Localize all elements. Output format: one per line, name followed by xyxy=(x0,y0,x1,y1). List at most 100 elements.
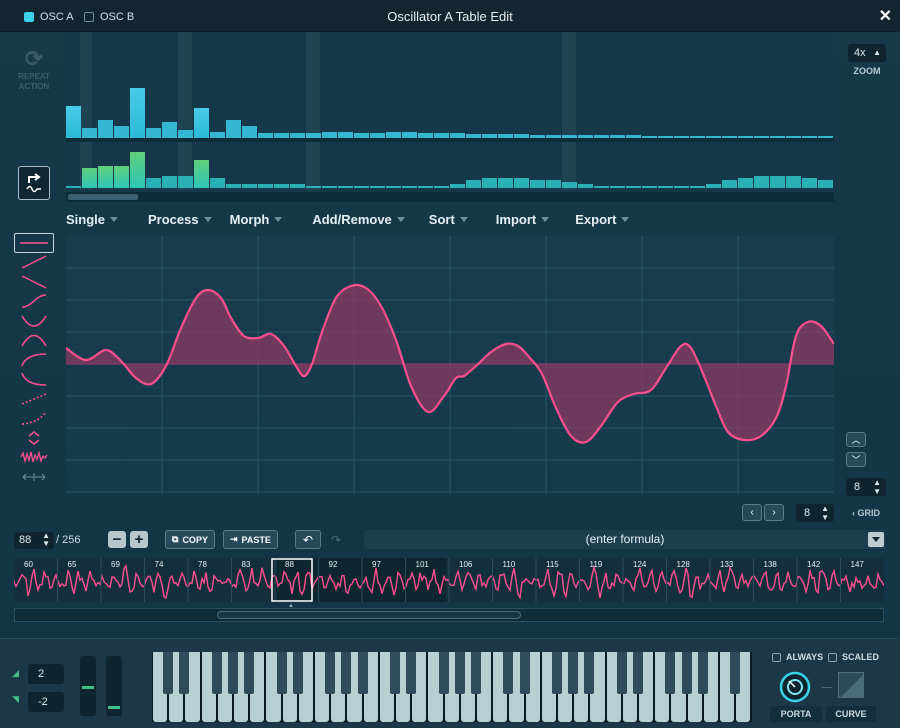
shift-down-button[interactable]: ﹀ xyxy=(846,452,866,467)
always-checkbox[interactable] xyxy=(772,652,781,662)
formula-dropdown-icon[interactable] xyxy=(868,532,884,547)
ease-out-tool[interactable] xyxy=(14,370,54,390)
curve-display[interactable] xyxy=(838,672,864,698)
expand-tool[interactable] xyxy=(14,428,54,448)
frame-strip-scrollbar[interactable] xyxy=(14,608,884,622)
frame-label[interactable]: 74 xyxy=(154,560,164,569)
remove-frame-button[interactable]: − xyxy=(108,531,126,548)
repeat-action-button[interactable]: ⟳ REPEAT ACTION xyxy=(16,46,52,102)
piano-black-key[interactable] xyxy=(390,652,400,694)
octave-top-select[interactable]: 2 xyxy=(28,664,64,684)
octave-bottom-select[interactable]: -2 xyxy=(28,692,64,712)
bowl-tool[interactable] xyxy=(14,311,54,331)
frame-label[interactable]: 78 xyxy=(198,560,207,569)
frame-label[interactable]: 65 xyxy=(67,560,77,569)
noise-tool[interactable] xyxy=(14,448,54,468)
octave-up-icon[interactable]: ◢ xyxy=(12,668,19,678)
piano-black-key[interactable] xyxy=(519,652,530,694)
export-wave-button[interactable] xyxy=(18,166,50,200)
piano-black-key[interactable] xyxy=(503,652,514,694)
zoom-select[interactable]: 4x ▲ xyxy=(848,44,886,62)
frame-label[interactable]: 110 xyxy=(502,560,516,569)
piano-black-key[interactable] xyxy=(633,652,643,694)
frame-label[interactable]: 142 xyxy=(807,560,821,569)
menu-import[interactable]: Import xyxy=(496,208,550,230)
piano-black-key[interactable] xyxy=(697,652,708,694)
piano-black-key[interactable] xyxy=(471,652,481,694)
piano-black-key[interactable] xyxy=(552,652,562,694)
piano-black-key[interactable] xyxy=(325,652,336,694)
grid-select[interactable]: 8 ▲ ▼ xyxy=(846,478,886,496)
scaled-checkbox[interactable] xyxy=(828,652,837,662)
arc-tool[interactable] xyxy=(14,331,54,351)
redo-button[interactable]: ↷ xyxy=(323,530,349,549)
octave-down-icon[interactable]: ◥ xyxy=(12,694,19,704)
add-frame-button[interactable]: + xyxy=(130,531,148,548)
piano-black-key[interactable] xyxy=(163,652,174,694)
ramp-up-tool[interactable] xyxy=(14,253,54,273)
menu-single[interactable]: Single xyxy=(66,208,119,230)
osc-a-checkbox[interactable] xyxy=(24,12,34,22)
piano-keyboard[interactable] xyxy=(152,652,752,722)
osc-a-tab[interactable]: OSC A xyxy=(24,10,74,24)
undo-button[interactable]: ↶ xyxy=(295,530,321,549)
step-select[interactable]: 8 ▲ ▼ xyxy=(796,504,834,522)
always-toggle[interactable]: ALWAYS xyxy=(772,652,823,662)
menu-morph[interactable]: Morph xyxy=(230,208,283,230)
frame-label[interactable]: 60 xyxy=(24,560,33,569)
piano-black-key[interactable] xyxy=(616,652,627,694)
paste-button[interactable]: ⇥ PASTE xyxy=(223,530,278,549)
dotted-curve-tool[interactable] xyxy=(14,409,54,429)
frame-label[interactable]: 69 xyxy=(111,560,120,569)
menu-process[interactable]: Process xyxy=(148,208,212,230)
frame-label[interactable]: 97 xyxy=(372,560,381,569)
prev-button[interactable]: ‹ xyxy=(742,504,762,521)
scaled-toggle[interactable]: SCALED xyxy=(828,652,879,662)
copy-button[interactable]: ⧉ COPY xyxy=(165,530,215,549)
piano-black-key[interactable] xyxy=(276,652,287,694)
piano-black-key[interactable] xyxy=(228,652,238,694)
close-icon[interactable]: ✕ xyxy=(878,8,892,25)
piano-black-key[interactable] xyxy=(568,652,579,694)
s-curve-tool[interactable] xyxy=(14,292,54,312)
shift-up-button[interactable]: ︿ xyxy=(846,432,866,447)
mod-wheel[interactable] xyxy=(106,656,122,716)
piano-black-key[interactable] xyxy=(357,652,368,694)
piano-black-key[interactable] xyxy=(681,652,692,694)
piano-black-key[interactable] xyxy=(292,652,303,694)
waveform-editor[interactable] xyxy=(66,236,834,494)
dotted-ramp-tool[interactable] xyxy=(14,389,54,409)
piano-black-key[interactable] xyxy=(341,652,352,694)
wavetable-frame-strip[interactable]: 60 65 69 74 78 83 88 92 97 101 106 110 115 119 124 128 1… xyxy=(14,558,884,602)
frame-label[interactable]: 119 xyxy=(589,560,603,569)
frame-label[interactable]: 83 xyxy=(241,560,251,569)
formula-input[interactable]: (enter formula) xyxy=(364,530,886,549)
histogram-scrollbar[interactable] xyxy=(66,192,834,202)
frame-label[interactable]: 115 xyxy=(546,560,559,569)
flat-line-tool[interactable] xyxy=(14,233,54,253)
osc-b-checkbox[interactable] xyxy=(84,12,94,22)
stretch-tool[interactable] xyxy=(14,467,54,487)
frame-label[interactable]: 147 xyxy=(850,560,864,569)
frame-label[interactable]: 106 xyxy=(459,560,473,569)
piano-black-key[interactable] xyxy=(730,652,741,694)
piano-black-key[interactable] xyxy=(665,652,676,694)
menu-sort[interactable]: Sort xyxy=(429,208,468,230)
harmonic-histogram[interactable] xyxy=(66,32,834,204)
histogram-scroll-thumb[interactable] xyxy=(68,194,138,200)
frame-label[interactable]: 92 xyxy=(328,560,338,569)
frame-label[interactable]: 101 xyxy=(415,560,429,569)
porta-knob[interactable] xyxy=(778,670,812,704)
frame-label[interactable]: 133 xyxy=(720,560,734,569)
piano-black-key[interactable] xyxy=(454,652,465,694)
piano-black-key[interactable] xyxy=(584,652,595,694)
menu-export[interactable]: Export xyxy=(575,208,630,230)
osc-b-tab[interactable]: OSC B xyxy=(84,10,134,24)
pitch-wheel[interactable] xyxy=(80,656,96,716)
frame-strip-scroll-thumb[interactable] xyxy=(217,611,521,619)
piano-black-key[interactable] xyxy=(244,652,255,694)
piano-black-key[interactable] xyxy=(211,652,222,694)
frame-label[interactable]: 138 xyxy=(763,560,777,569)
frame-number-select[interactable]: 88 ▲ ▼ xyxy=(14,532,54,549)
next-button[interactable]: › xyxy=(764,504,784,521)
